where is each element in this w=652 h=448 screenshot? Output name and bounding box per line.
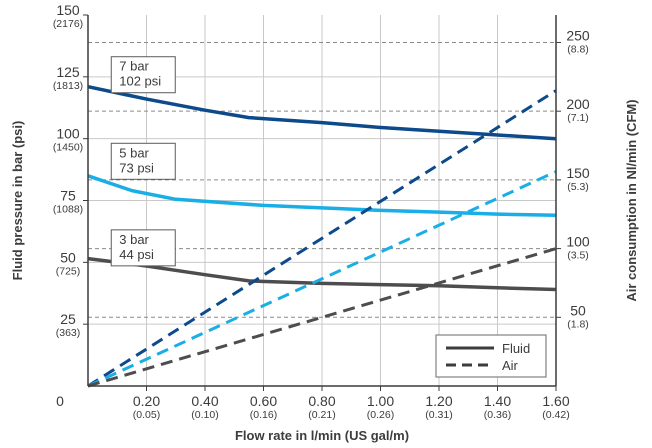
- y-right-tick-label: 50: [570, 302, 586, 318]
- series-label-text: 102 psi: [119, 74, 161, 89]
- y-left-tick-label: 150: [56, 2, 80, 18]
- series-lines: [87, 84, 557, 388]
- ticks: 0 0.20(0.05) 0.40(0.10) 0.60(0.16) 0.80(0.21…: [53, 2, 590, 421]
- x-tick-label: 0.40: [191, 393, 218, 409]
- y-left-tick-label: 100: [56, 126, 80, 142]
- y-left-tick-sublabel: (1813): [53, 80, 83, 92]
- y-left-tick-label: 25: [60, 311, 76, 327]
- fluid-line-2: [87, 256, 557, 292]
- air-line-3: [87, 89, 557, 388]
- y-right-tick-sublabel: (8.8): [567, 43, 589, 55]
- y-left-axis-title: Fluid pressure in bar (psi): [10, 121, 25, 281]
- y-right-tick-label: 250: [566, 27, 590, 43]
- series-label-box: [110, 142, 176, 180]
- x-tick-sublabel: (0.05): [133, 409, 160, 421]
- y-left-tick-label: 125: [56, 64, 80, 80]
- x-tick-label: 1.20: [425, 393, 452, 409]
- x-tick-sublabel: (0.21): [308, 409, 335, 421]
- legend-box: [435, 334, 547, 378]
- y-right-tick-label: 150: [566, 165, 590, 181]
- x-tick-label: 0.20: [133, 393, 160, 409]
- series-label-box: [110, 56, 176, 94]
- y-right-axis-title: Air consumption in Nl/min (CFM): [624, 99, 639, 301]
- x-tick-label: 1.00: [367, 393, 394, 409]
- y-left-tick-sublabel: (1088): [53, 204, 83, 216]
- x-tick-label: 0: [56, 393, 64, 409]
- y-right-tick-label: 200: [566, 96, 590, 112]
- legend-label: Fluid: [502, 341, 530, 356]
- x-tick-sublabel: (0.26): [367, 409, 394, 421]
- x-axis-title: Flow rate in l/min (US gal/m): [235, 428, 409, 443]
- series-label-box: [110, 229, 176, 267]
- y-left-tick-label: 50: [60, 249, 76, 265]
- fluid-line-1: [87, 174, 557, 218]
- x-tick-sublabel: (0.10): [191, 409, 218, 421]
- y-right-tick-label: 100: [566, 234, 590, 250]
- y-left-tick-sublabel: (725): [56, 265, 81, 277]
- legend-label: Air: [502, 358, 519, 373]
- y-right-tick-sublabel: (3.5): [567, 250, 589, 262]
- series-label-text: 5 bar: [119, 145, 149, 160]
- y-right-tick-sublabel: (7.1): [567, 112, 589, 124]
- axis-titles: Flow rate in l/min (US gal/m) Fluid press…: [10, 99, 639, 443]
- x-tick-sublabel: (0.42): [542, 409, 569, 421]
- y-left-tick-sublabel: (1450): [53, 142, 83, 154]
- fluid-line-0: [87, 84, 557, 141]
- legend: Fluid Air: [435, 334, 547, 378]
- air-line-4: [87, 170, 557, 388]
- series-label-text: 44 psi: [119, 247, 154, 262]
- x-tick-sublabel: (0.31): [425, 409, 452, 421]
- x-tick-sublabel: (0.16): [250, 409, 277, 421]
- x-tick-sublabel: (0.36): [484, 409, 511, 421]
- y-right-tick-sublabel: (5.3): [567, 181, 589, 193]
- x-tick-label: 1.60: [542, 393, 569, 409]
- air-line-5: [87, 247, 557, 388]
- series-label-text: 73 psi: [119, 160, 154, 175]
- y-right-tick-sublabel: (1.8): [567, 318, 589, 330]
- series-label-text: 3 bar: [119, 232, 149, 247]
- y-left-tick-label: 75: [60, 188, 76, 204]
- x-tick-label: 0.60: [250, 393, 277, 409]
- y-left-tick-sublabel: (363): [56, 327, 81, 339]
- x-tick-label: 1.40: [484, 393, 511, 409]
- y-left-tick-sublabel: (2176): [53, 18, 83, 30]
- series-label-text: 7 bar: [119, 59, 149, 74]
- x-tick-label: 0.80: [308, 393, 335, 409]
